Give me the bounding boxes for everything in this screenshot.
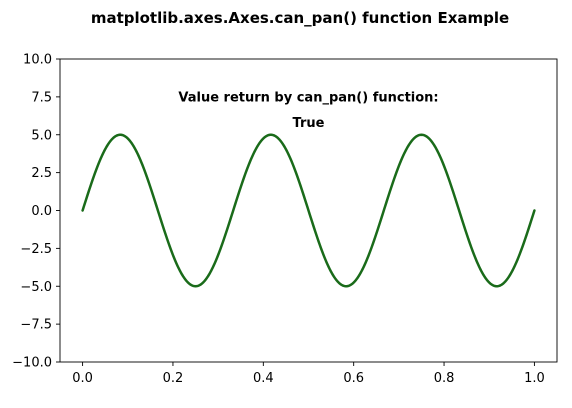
- annotation-text: Value return by can_pan() function:: [178, 90, 438, 105]
- y-tick-label: −7.5: [20, 318, 52, 333]
- y-tick-label: −5.0: [20, 280, 52, 295]
- chart-title: matplotlib.axes.Axes.can_pan() function …: [91, 9, 509, 27]
- annotations: Value return by can_pan() function: True: [178, 90, 438, 131]
- x-tick-label: 0.2: [163, 371, 184, 386]
- y-tick-label: −2.5: [20, 242, 52, 257]
- y-tick-label: 7.5: [31, 90, 52, 105]
- y-axis: −10.0 −7.5 −5.0 −2.5 0.0 2.5 5.0 7.5 10.0: [12, 53, 60, 371]
- x-tick-label: 0.6: [343, 371, 364, 386]
- x-tick-label: 0.4: [253, 371, 274, 386]
- series-line: [81, 133, 536, 288]
- series-layer: [81, 133, 536, 288]
- x-tick-label: 0.8: [434, 371, 455, 386]
- y-tick-label: −10.0: [12, 356, 52, 371]
- annotation-text: True: [293, 116, 325, 131]
- x-tick-label: 1.0: [524, 371, 545, 386]
- y-tick-label: 0.0: [31, 204, 52, 219]
- y-tick-label: 2.5: [31, 166, 52, 181]
- axes: 0.0 0.2 0.4 0.6 0.8 1.0 −10.0 −7.5 −5.0 −2.5 0.0 2…: [12, 53, 558, 386]
- y-tick-label: 5.0: [31, 128, 52, 143]
- y-tick-label: 10.0: [23, 53, 52, 68]
- x-tick-label: 0.0: [72, 371, 93, 386]
- x-axis: 0.0 0.2 0.4 0.6 0.8 1.0: [72, 362, 545, 386]
